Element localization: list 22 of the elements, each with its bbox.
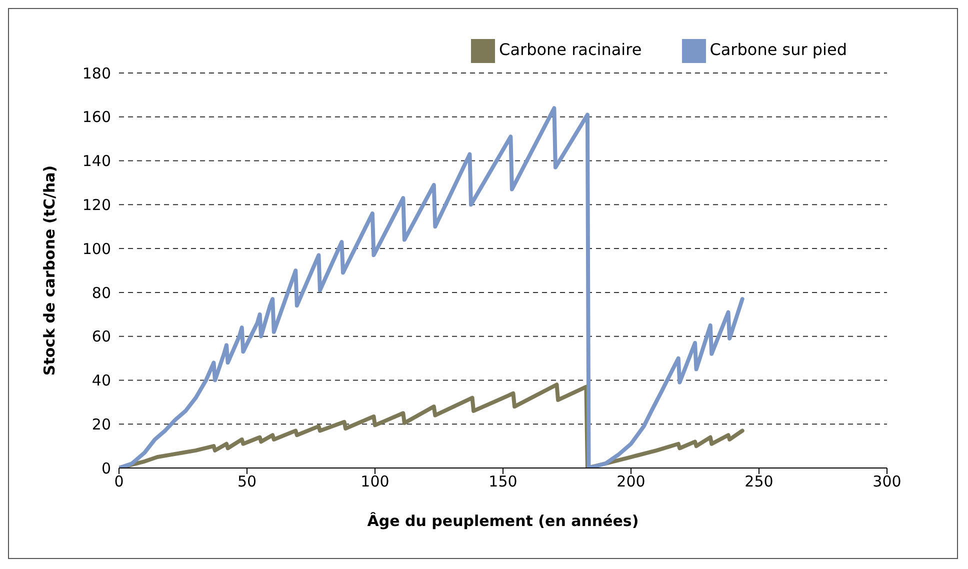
x-tick-label: 50: [237, 472, 257, 491]
x-tick-label: 100: [360, 472, 390, 491]
x-tick-label: 300: [872, 472, 902, 491]
y-tick-label: 100: [82, 240, 111, 258]
y-tick-label: 160: [82, 108, 111, 126]
y-tick-label: 80: [92, 284, 111, 302]
y-tick-label: 0: [101, 459, 111, 478]
x-tick-label: 200: [616, 472, 646, 491]
legend-label: Carbone racinaire: [499, 40, 642, 60]
y-tick-label: 140: [82, 152, 111, 170]
y-tick-label: 20: [92, 415, 111, 434]
x-tick-label: 150: [488, 472, 518, 491]
legend-label: Carbone sur pied: [710, 40, 847, 60]
x-tick-label: 250: [744, 472, 774, 491]
y-tick-label: 120: [82, 196, 111, 214]
x-tick-label: 0: [114, 472, 124, 491]
y-tick-label: 40: [92, 372, 111, 390]
line-series: [119, 106, 744, 468]
x-axis-title: Âge du peuplement (en années): [367, 512, 639, 530]
y-tick-label: 180: [82, 64, 111, 82]
y-tick-label: 60: [92, 328, 111, 346]
y-axis-title: Stock de carbone (tC/ha): [40, 165, 58, 376]
